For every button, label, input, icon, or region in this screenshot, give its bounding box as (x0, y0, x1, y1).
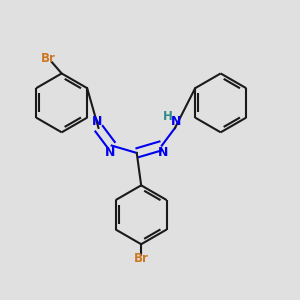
Text: N: N (171, 115, 182, 128)
Text: Br: Br (134, 252, 148, 266)
Text: Br: Br (41, 52, 56, 65)
Text: N: N (105, 146, 116, 159)
Text: H: H (163, 110, 172, 123)
Text: N: N (92, 115, 102, 128)
Text: N: N (158, 146, 168, 159)
